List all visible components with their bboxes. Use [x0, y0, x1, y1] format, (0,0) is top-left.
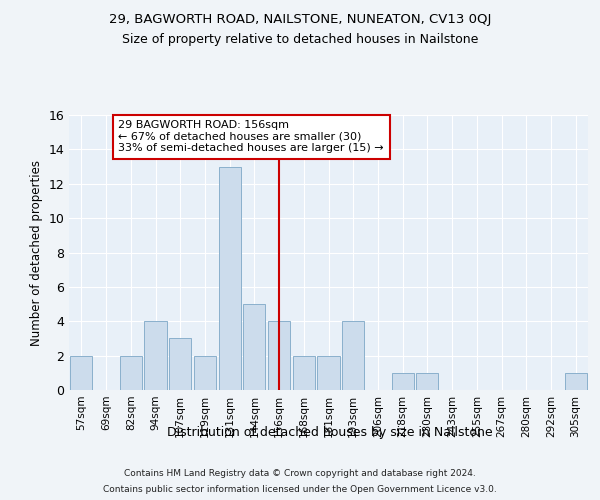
Y-axis label: Number of detached properties: Number of detached properties	[30, 160, 43, 346]
Bar	[342, 322, 364, 390]
Bar	[218, 166, 241, 390]
Bar	[317, 356, 340, 390]
Bar	[293, 356, 315, 390]
Text: Contains HM Land Registry data © Crown copyright and database right 2024.: Contains HM Land Registry data © Crown c…	[124, 470, 476, 478]
Bar	[169, 338, 191, 390]
Bar	[119, 356, 142, 390]
Text: Size of property relative to detached houses in Nailstone: Size of property relative to detached ho…	[122, 32, 478, 46]
Bar	[70, 356, 92, 390]
Bar	[565, 373, 587, 390]
Bar	[416, 373, 439, 390]
Text: Distribution of detached houses by size in Nailstone: Distribution of detached houses by size …	[167, 426, 493, 439]
Bar	[268, 322, 290, 390]
Text: Contains public sector information licensed under the Open Government Licence v3: Contains public sector information licen…	[103, 484, 497, 494]
Text: 29, BAGWORTH ROAD, NAILSTONE, NUNEATON, CV13 0QJ: 29, BAGWORTH ROAD, NAILSTONE, NUNEATON, …	[109, 12, 491, 26]
Bar	[392, 373, 414, 390]
Bar	[243, 304, 265, 390]
Bar	[194, 356, 216, 390]
Bar	[145, 322, 167, 390]
Text: 29 BAGWORTH ROAD: 156sqm
← 67% of detached houses are smaller (30)
33% of semi-d: 29 BAGWORTH ROAD: 156sqm ← 67% of detach…	[118, 120, 384, 154]
